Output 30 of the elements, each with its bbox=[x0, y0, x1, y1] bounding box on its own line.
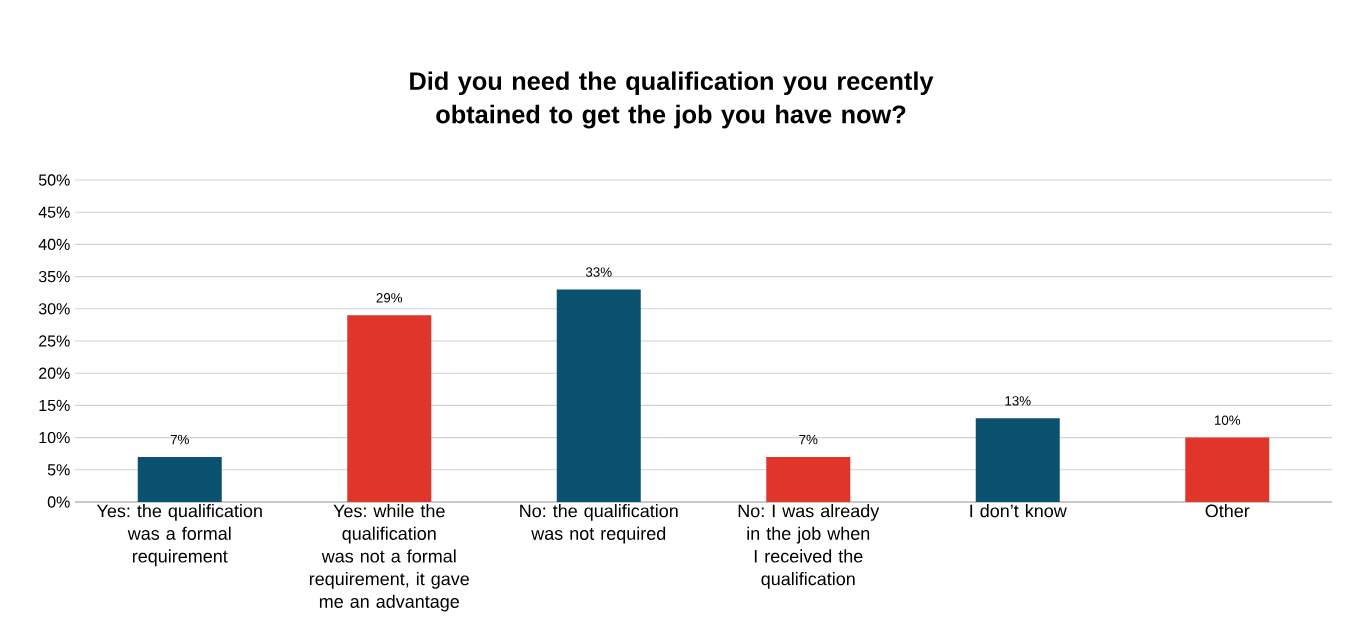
bar bbox=[975, 418, 1060, 502]
data-label: 13% bbox=[1005, 396, 1031, 406]
x-tick-label: Yes: the qualification was a formal requirement bbox=[96, 504, 262, 567]
y-tick-label: 50% bbox=[38, 174, 70, 186]
x-tick-label: I don’t know bbox=[970, 504, 1067, 518]
x-tick-label: No: I was already in the job when I received the qualification bbox=[738, 504, 880, 589]
y-tick-label: 25% bbox=[39, 335, 70, 347]
bar bbox=[556, 289, 641, 502]
y-tick-label: 40% bbox=[38, 238, 70, 251]
data-label: 7% bbox=[170, 434, 189, 445]
y-tick-label: 15% bbox=[39, 399, 70, 412]
x-tick-label: Yes: while the qualification was not a formal requirement, it gave me an advantage bbox=[309, 504, 469, 612]
y-tick-label: 35% bbox=[38, 270, 70, 283]
y-tick-label: 5% bbox=[47, 464, 70, 476]
data-label: 29% bbox=[376, 293, 403, 303]
bar bbox=[766, 456, 851, 502]
bar bbox=[1185, 437, 1270, 502]
bar bbox=[137, 456, 222, 502]
x-tick-label: No: the qualification was not required bbox=[520, 504, 678, 544]
chart-title: Did you need the qualification you recently obtained to get the job you have now? bbox=[410, 71, 934, 129]
bar bbox=[347, 315, 432, 502]
data-label: 33% bbox=[585, 267, 612, 277]
x-tick-label: Other bbox=[1205, 504, 1250, 518]
data-label: 7% bbox=[799, 434, 818, 445]
y-tick-label: 45% bbox=[38, 206, 70, 218]
y-tick-label: 30% bbox=[38, 303, 70, 315]
y-tick-label: 20% bbox=[39, 367, 70, 379]
data-label: 10% bbox=[1214, 415, 1241, 425]
y-tick-label: 10% bbox=[39, 431, 70, 444]
y-tick-label: 0% bbox=[47, 496, 70, 508]
